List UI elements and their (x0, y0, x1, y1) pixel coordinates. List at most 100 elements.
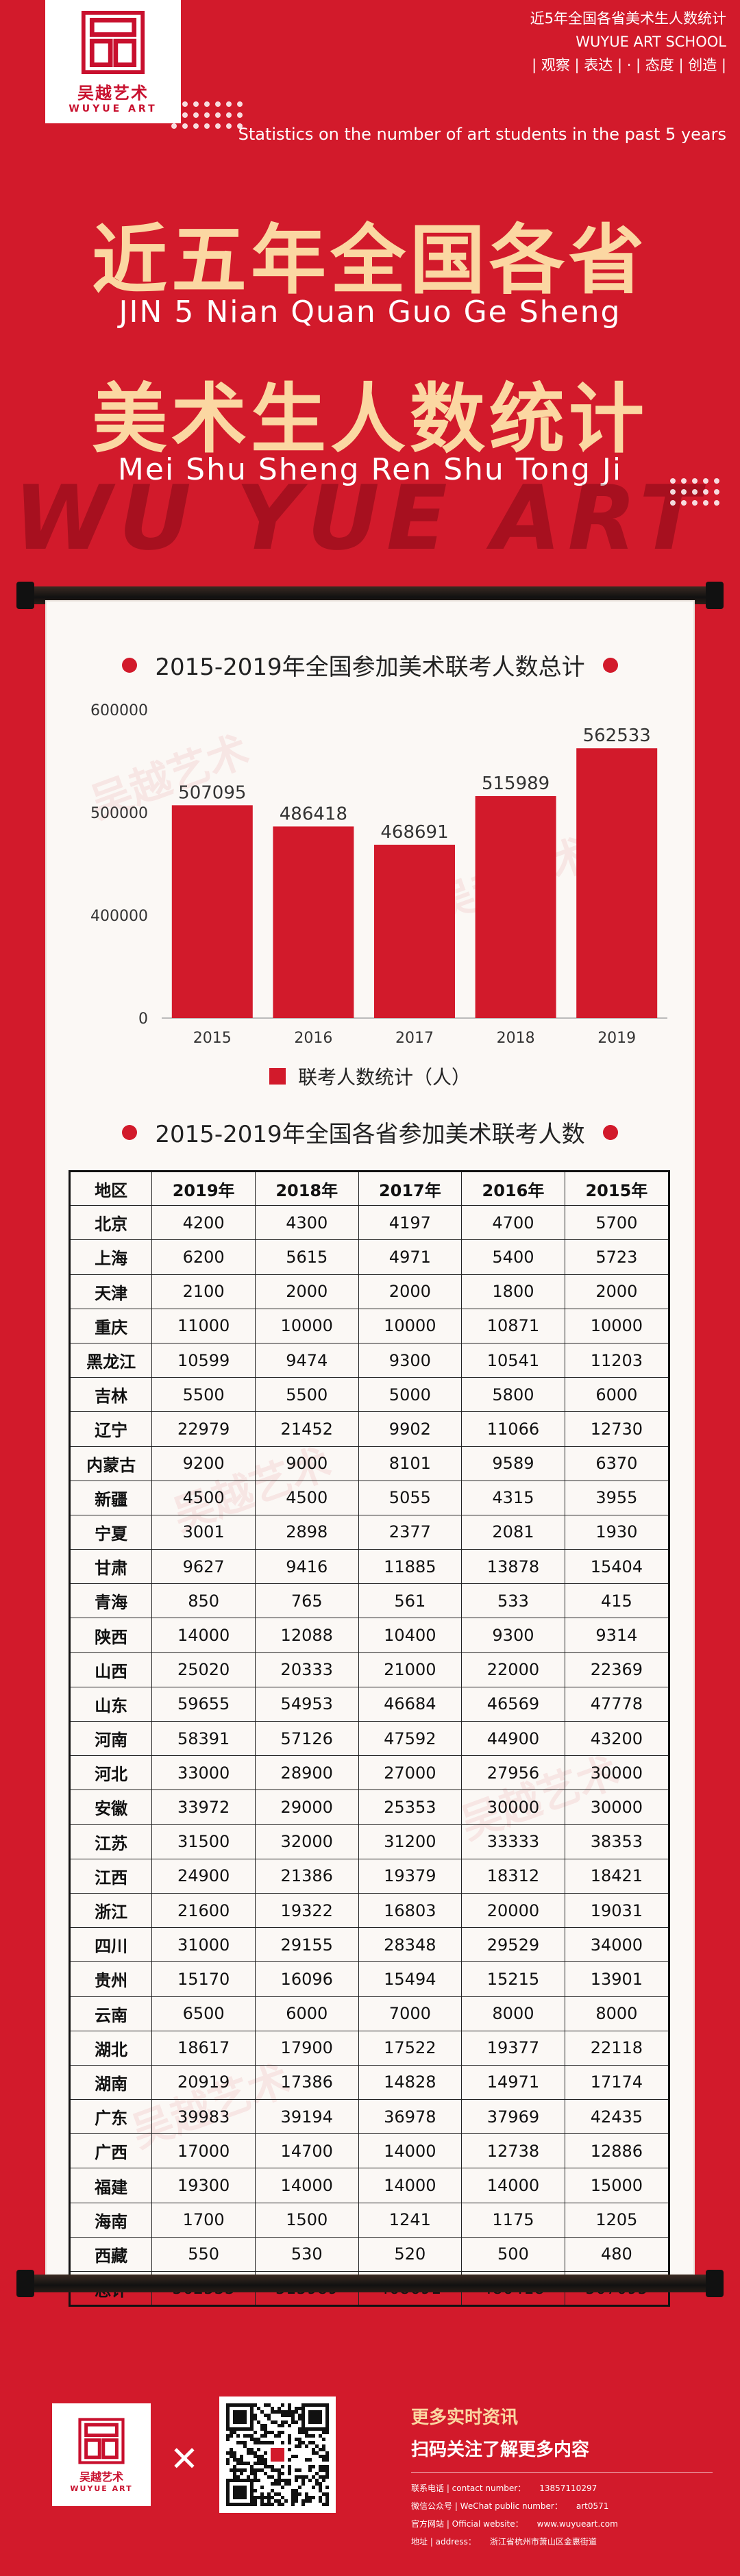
footer-info: 更多实时资讯 扫码关注了解更多内容 联系电话 | contact number：… (411, 2403, 719, 2551)
region-cell: 内蒙古 (69, 1446, 153, 1481)
value-cell: 17386 (254, 2064, 359, 2101)
value-cell: 17522 (358, 2030, 463, 2066)
table-row: 安徽 33972 29000 25353 30000 30000 (69, 1789, 670, 1825)
value-cell: 5723 (564, 1239, 670, 1275)
value-cell: 19031 (564, 1892, 670, 1929)
website-label: 官方网站 | Official website： (411, 2519, 523, 2529)
address-label: 地址 | address： (411, 2537, 476, 2547)
decor-dots-left (171, 101, 243, 129)
value-cell: 58391 (151, 1720, 256, 1757)
value-cell: 29155 (254, 1927, 359, 1963)
bullet-dot-icon (602, 1124, 618, 1140)
value-cell: 9300 (461, 1618, 565, 1653)
qr-code-icon (226, 2403, 329, 2506)
chart-section-title: 2015-2019年全国参加美术联考人数总计 (45, 648, 695, 682)
value-cell: 15000 (564, 2168, 670, 2203)
value-cell: 22369 (564, 1652, 670, 1687)
table-row: 宁夏 3001 2898 2377 2081 1930 (69, 1514, 670, 1550)
region-cell: 新疆 (69, 1480, 153, 1515)
seal-logo-icon (78, 2417, 125, 2464)
value-cell: 2000 (358, 1274, 463, 1309)
pinyin-line-2: Mei Shu Sheng Ren Shu Tong Ji (117, 452, 623, 487)
value-cell: 24900 (151, 1858, 256, 1894)
value-cell: 6200 (151, 1239, 256, 1275)
background-brand-text: WU YUE ART (14, 466, 707, 570)
value-cell: 30000 (461, 1789, 565, 1825)
value-cell: 13878 (461, 1549, 565, 1585)
region-cell: 甘肃 (69, 1549, 153, 1585)
value-cell: 28900 (254, 1755, 359, 1791)
value-cell: 27000 (358, 1755, 463, 1791)
value-cell: 57126 (254, 1720, 359, 1757)
table-row: 江苏 31500 32000 31200 33333 38353 (69, 1824, 670, 1859)
value-cell: 4500 (151, 1480, 256, 1515)
value-cell: 21000 (358, 1652, 463, 1687)
value-cell: 10000 (564, 1308, 670, 1343)
footer-divider (411, 2472, 713, 2473)
footer-logo-en: WUYUE ART (70, 2484, 133, 2493)
value-cell: 550 (151, 2236, 256, 2272)
value-cell: 21386 (254, 1858, 359, 1894)
value-cell: 5800 (461, 1377, 565, 1413)
value-cell: 13901 (564, 1961, 670, 1997)
value-cell: 8101 (358, 1446, 463, 1481)
footer-address-row: 地址 | address： 浙江省杭州市萧山区金惠街道 (411, 2533, 719, 2551)
region-cell: 广西 (69, 2133, 153, 2169)
value-cell: 2081 (461, 1514, 565, 1550)
header-cell: 2017年 (358, 1170, 463, 1206)
value-cell: 15494 (358, 1961, 463, 1997)
value-cell: 22979 (151, 1411, 256, 1447)
region-cell: 云南 (69, 1996, 153, 2031)
y-tick-label: 600000 (90, 702, 148, 719)
pinyin-line-1: JIN 5 Nian Quan Guo Ge Sheng (119, 295, 621, 330)
value-cell: 54953 (254, 1686, 359, 1722)
value-cell: 20333 (254, 1652, 359, 1687)
region-cell: 北京 (69, 1205, 153, 1241)
value-cell: 17000 (151, 2133, 256, 2169)
value-cell: 10541 (461, 1342, 565, 1378)
contact-value: 13857110297 (539, 2484, 597, 2493)
bar-value-label: 486418 (280, 804, 347, 824)
table-row: 天津 2100 2000 2000 1800 2000 (69, 1274, 670, 1309)
chart-title: 2015-2019年全国参加美术联考人数总计 (155, 654, 585, 681)
table-row: 甘肃 9627 9416 11885 13878 15404 (69, 1549, 670, 1585)
value-cell: 27956 (461, 1755, 565, 1791)
region-cell: 海南 (69, 2202, 153, 2238)
value-cell: 9416 (254, 1549, 359, 1585)
x-tick-label: 2017 (395, 1030, 434, 1047)
qr-code[interactable] (219, 2397, 336, 2513)
value-cell: 1800 (461, 1274, 565, 1309)
region-cell: 福建 (69, 2168, 153, 2203)
value-cell: 8000 (461, 1996, 565, 2031)
region-cell: 陕西 (69, 1618, 153, 1653)
value-cell: 21452 (254, 1411, 359, 1447)
website-link[interactable]: www.wuyueart.com (536, 2519, 618, 2529)
value-cell: 39983 (151, 2099, 256, 2135)
bar-2015 (171, 805, 253, 1018)
region-cell: 山西 (69, 1652, 153, 1687)
value-cell: 14000 (358, 2133, 463, 2169)
region-cell: 河北 (69, 1755, 153, 1791)
footer-heading-2: 扫码关注了解更多内容 (411, 2440, 590, 2460)
region-cell: 浙江 (69, 1892, 153, 1929)
value-cell: 11203 (564, 1342, 670, 1378)
value-cell: 2377 (358, 1514, 463, 1550)
value-cell: 9200 (151, 1446, 256, 1481)
value-cell: 17900 (254, 2030, 359, 2066)
footer-wechat-row: 微信公众号 | WeChat public number： art0571 (411, 2497, 719, 2515)
bar-2018 (475, 796, 556, 1018)
value-cell: 19379 (358, 1858, 463, 1894)
value-cell: 10871 (461, 1308, 565, 1343)
value-cell: 28348 (358, 1927, 463, 1963)
footer-contact-row: 联系电话 | contact number： 13857110297 (411, 2479, 719, 2497)
value-cell: 17174 (564, 2064, 670, 2101)
header-cell: 2015年 (564, 1170, 670, 1206)
value-cell: 38353 (564, 1824, 670, 1859)
table-row: 河南 58391 57126 47592 44900 43200 (69, 1720, 670, 1757)
value-cell: 2898 (254, 1514, 359, 1550)
region-cell: 安徽 (69, 1789, 153, 1825)
table-row: 江西 24900 21386 19379 18312 18421 (69, 1858, 670, 1894)
table-row: 上海 6200 5615 4971 5400 5723 (69, 1239, 670, 1275)
value-cell: 12886 (564, 2133, 670, 2169)
value-cell: 33972 (151, 1789, 256, 1825)
